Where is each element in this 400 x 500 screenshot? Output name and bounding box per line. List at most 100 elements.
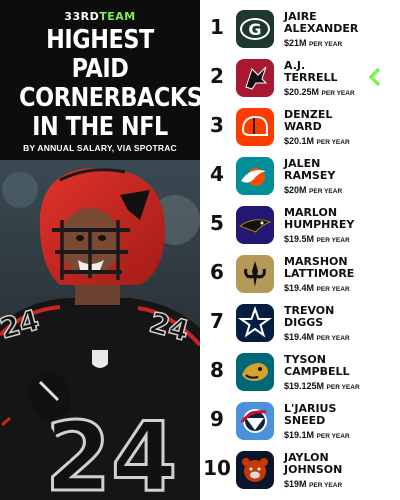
player-name: A.J. TERRELL	[284, 60, 396, 84]
list-item: 1 G JAIRE ALEXANDER $21M PER YEAR	[200, 5, 400, 54]
salary-value: $20.25M	[284, 87, 320, 97]
per-year-label: PER YEAR	[321, 90, 355, 97]
per-year-label: PER YEAR	[316, 237, 350, 244]
dolphins-logo-icon	[236, 157, 274, 195]
list-item: 6 MARSHON LATTIMORE $19.4M PER YEAR	[200, 250, 400, 299]
ranking-list: 1 G JAIRE ALEXANDER $21M PER YEAR 2 A.J. T…	[200, 0, 400, 500]
rank-number: 10	[203, 456, 231, 480]
browns-logo-icon	[236, 108, 274, 146]
player-salary: $20.25M PER YEAR	[284, 87, 355, 97]
player-last-name: SNEED	[284, 414, 326, 427]
player-name: JAYLON JOHNSON	[284, 452, 396, 476]
per-year-label: PER YEAR	[316, 433, 350, 440]
rank-number: 7	[210, 309, 224, 333]
chevron-left-icon	[368, 68, 381, 86]
player-name: JALEN RAMSEY	[284, 158, 396, 182]
salary-value: $20M	[284, 185, 307, 195]
player-first-name: TREVON	[284, 304, 335, 317]
rank-number: 3	[210, 113, 224, 137]
player-last-name: TERRELL	[284, 71, 338, 84]
list-item: 10 JAYLON JOHNSON $19M PER YEAR	[200, 446, 400, 495]
per-year-label: PER YEAR	[326, 384, 360, 391]
headline-line3: IN THE NFL	[32, 112, 168, 142]
player-last-name: CAMPBELL	[284, 365, 350, 378]
player-name: TREVON DIGGS	[284, 305, 396, 329]
player-first-name: JALEN	[284, 157, 321, 170]
per-year-label: PER YEAR	[309, 482, 343, 489]
headline-line1: HIGHEST PAID	[46, 25, 154, 84]
player-first-name: JAYLON	[284, 451, 329, 464]
rank-number: 9	[210, 407, 224, 431]
per-year-label: PER YEAR	[309, 188, 343, 195]
player-first-name: A.J.	[284, 59, 306, 72]
list-item: 3 DENZEL WARD $20.1M PER YEAR	[200, 103, 400, 152]
left-panel: 33RDTEAM HIGHEST PAID CORNERBACKS IN THE…	[0, 0, 200, 500]
player-salary: $19.4M PER YEAR	[284, 332, 350, 342]
player-salary: $21M PER YEAR	[284, 38, 342, 48]
salary-value: $19.125M	[284, 381, 325, 391]
player-photo: 24 24 24	[0, 160, 200, 500]
player-last-name: ALEXANDER	[284, 22, 359, 35]
per-year-label: PER YEAR	[316, 335, 350, 342]
per-year-label: PER YEAR	[309, 41, 343, 48]
rank-number: 2	[210, 64, 224, 88]
packers-logo-icon: G	[236, 10, 274, 48]
list-item: 4 JALEN RAMSEY $20M PER YEAR	[200, 152, 400, 201]
player-salary: $20M PER YEAR	[284, 185, 342, 195]
list-item: 2 A.J. TERRELL $20.25M PER YEAR	[200, 54, 400, 103]
player-last-name: WARD	[284, 120, 322, 133]
player-name: L'JARIUS SNEED	[284, 403, 396, 427]
rank-number: 5	[210, 211, 224, 235]
svg-text:G: G	[248, 20, 261, 39]
player-salary: $19.4M PER YEAR	[284, 283, 350, 293]
brand-logo: 33RDTEAM	[0, 10, 200, 23]
player-salary: $19.125M PER YEAR	[284, 381, 360, 391]
jaguars-logo-icon	[236, 353, 274, 391]
falcons-logo-icon	[236, 59, 274, 97]
player-last-name: JOHNSON	[284, 463, 343, 476]
salary-value: $19.5M	[284, 234, 315, 244]
player-name: JAIRE ALEXANDER	[284, 11, 396, 35]
player-last-name: HUMPHREY	[284, 218, 355, 231]
subtitle: BY ANNUAL SALARY, VIA SPOTRAC	[23, 143, 177, 153]
saints-logo-icon	[236, 255, 274, 293]
headline: HIGHEST PAID CORNERBACKS IN THE NFL	[19, 25, 200, 142]
bears-logo-icon	[236, 451, 274, 489]
player-salary: $19M PER YEAR	[284, 479, 342, 489]
salary-value: $19.4M	[284, 332, 315, 342]
headline-line2: CORNERBACKS	[19, 83, 200, 113]
list-item: 5 MARLON HUMPHREY $19.5M PER YEAR	[200, 201, 400, 250]
brand-suffix: TEAM	[99, 10, 136, 23]
brand-prefix: 33RD	[64, 10, 100, 23]
player-first-name: MARLON	[284, 206, 338, 219]
player-name: MARLON HUMPHREY	[284, 207, 396, 231]
player-first-name: TYSON	[284, 353, 326, 366]
salary-value: $19.1M	[284, 430, 315, 440]
player-salary: $20.1M PER YEAR	[284, 136, 350, 146]
player-name: DENZEL WARD	[284, 109, 396, 133]
salary-value: $19.4M	[284, 283, 315, 293]
cowboys-logo-icon	[236, 304, 274, 342]
player-last-name: RAMSEY	[284, 169, 336, 182]
player-name: TYSON CAMPBELL	[284, 354, 396, 378]
player-name: MARSHON LATTIMORE	[284, 256, 396, 280]
player-salary: $19.1M PER YEAR	[284, 430, 350, 440]
list-item: 8 TYSON CAMPBELL $19.125M PER YEAR	[200, 348, 400, 397]
salary-value: $21M	[284, 38, 307, 48]
player-last-name: LATTIMORE	[284, 267, 355, 280]
player-first-name: L'JARIUS	[284, 402, 337, 415]
ravens-logo-icon	[236, 206, 274, 244]
player-last-name: DIGGS	[284, 316, 324, 329]
list-item: 9 L'JARIUS SNEED $19.1M PER YEAR	[200, 397, 400, 446]
player-first-name: DENZEL	[284, 108, 333, 121]
per-year-label: PER YEAR	[316, 286, 350, 293]
rank-number: 4	[210, 162, 224, 186]
titans-logo-icon	[236, 402, 274, 440]
player-first-name: MARSHON	[284, 255, 348, 268]
rank-number: 8	[210, 358, 224, 382]
list-item: 7 TREVON DIGGS $19.4M PER YEAR	[200, 299, 400, 348]
player-salary: $19.5M PER YEAR	[284, 234, 350, 244]
rank-number: 6	[210, 260, 224, 284]
svg-text:24: 24	[45, 403, 177, 500]
salary-value: $19M	[284, 479, 307, 489]
